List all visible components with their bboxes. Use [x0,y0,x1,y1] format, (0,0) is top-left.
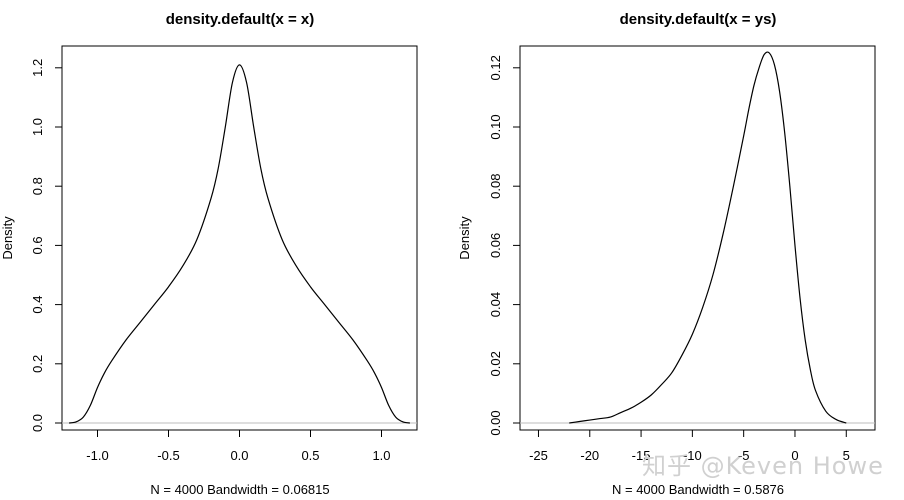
y-tick-label: 1.0 [30,118,45,136]
y-tick-label: 0.0 [30,414,45,432]
y-tick-label: 0.8 [30,177,45,195]
x-tick-label: -15 [632,448,651,463]
y-tick-label: 0.4 [30,296,45,314]
density-curve [569,51,847,424]
watermark-text: 知乎 @Keven Howe [642,452,884,480]
y-tick-label: 0.04 [488,292,503,317]
x-tick-label: -0.5 [157,448,179,463]
chart-panel-1: density.default(x = x) -1.0 -0.5 0.0 0.5 1.0 0… [0,11,418,497]
x-tick-label: -1.0 [86,448,108,463]
x-tick-label: 0.5 [301,448,319,463]
chart-title: density.default(x = ys) [620,11,777,28]
chart-title: density.default(x = x) [166,11,315,28]
x-tick-label: 0.0 [230,448,248,463]
x-axis-label: N = 4000 Bandwidth = 0.5876 [612,482,784,497]
x-tick-label: 5 [843,448,850,463]
y-tick-label: 0.10 [488,114,503,139]
y-tick-label: 0.02 [488,351,503,376]
plot-frame [61,45,418,431]
y-tick-label: 0.6 [30,236,45,254]
y-axis-label: Density [457,216,472,260]
x-tick-label: -5 [738,448,750,463]
y-axis-label: Density [0,216,15,260]
x-tick-label: 1.0 [372,448,390,463]
x-tick-label: -20 [580,448,599,463]
chart-panel-2: density.default(x = ys) -25 -20 -15 -10 -5 0 5 0… [457,11,876,497]
density-curve [69,64,410,424]
plot-frame [519,45,876,431]
y-tick-label: 1.2 [30,59,45,77]
y-tick-label: 0.00 [488,410,503,435]
x-tick-label: -10 [683,448,702,463]
x-axis-label: N = 4000 Bandwidth = 0.06815 [150,482,329,497]
x-tick-label: -25 [529,448,548,463]
y-tick-label: 0.06 [488,233,503,258]
x-tick-label: 0 [791,448,798,463]
y-tick-label: 0.08 [488,174,503,199]
y-tick-label: 0.12 [488,55,503,80]
y-tick-label: 0.2 [30,355,45,373]
